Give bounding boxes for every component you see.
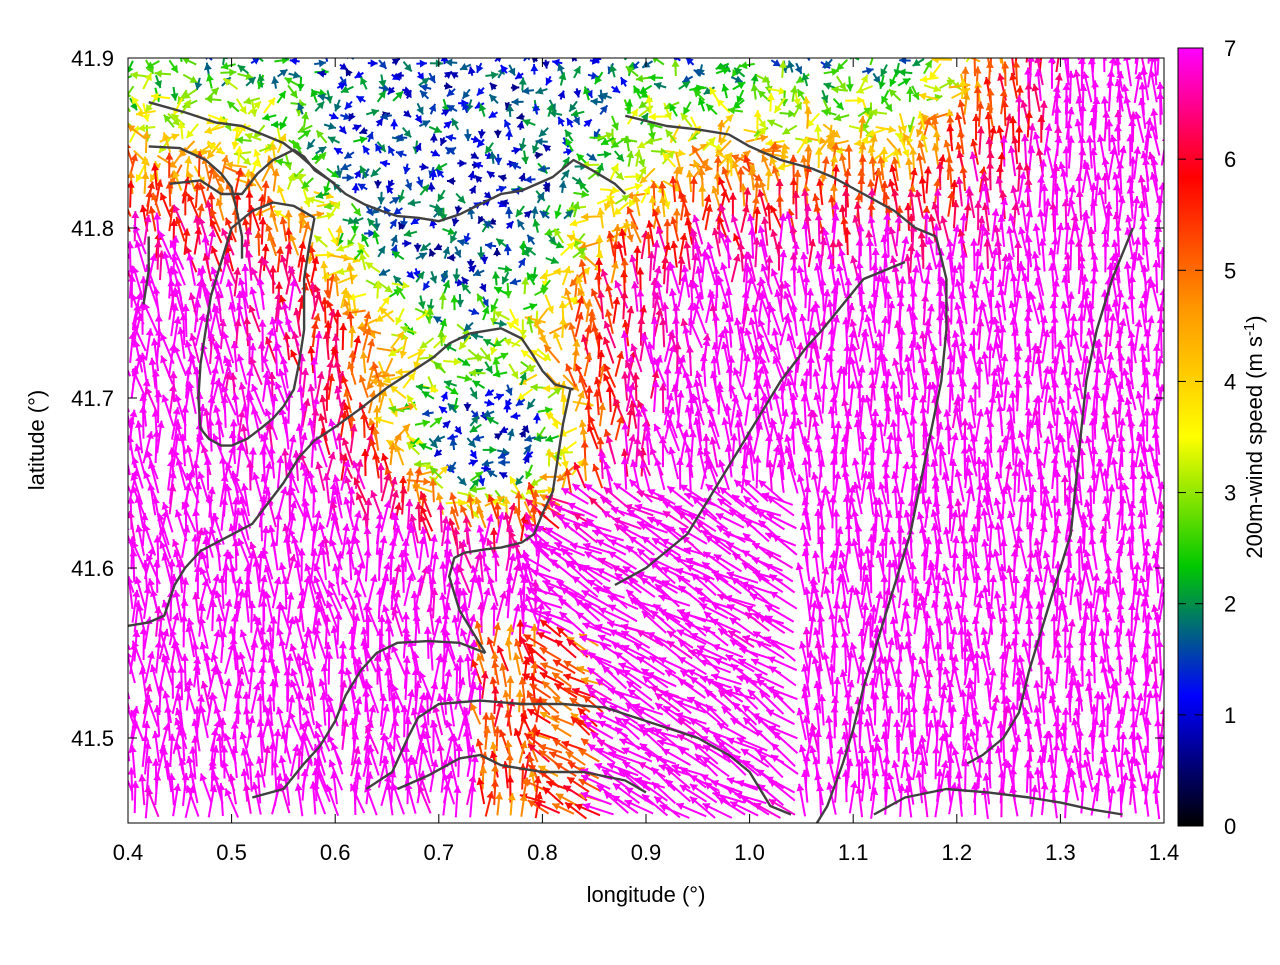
chart-svg: 0.40.50.60.70.80.91.01.11.21.31.4 41.541…: [0, 0, 1280, 960]
wind-vector-chart: 0.40.50.60.70.80.91.01.11.21.31.4 41.541…: [0, 0, 1280, 960]
